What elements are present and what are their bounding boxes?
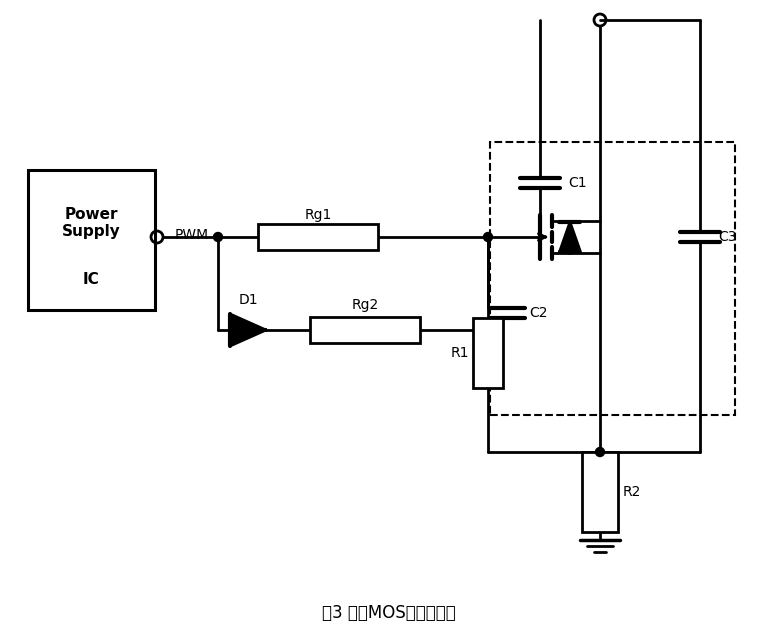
Bar [490, 142, 735, 415]
Text: D1: D1 [238, 293, 258, 307]
Text: PWM: PWM [175, 228, 209, 242]
Text: Power
Supply: Power Supply [62, 207, 121, 239]
Bar [28, 170, 155, 310]
Text: C1: C1 [568, 176, 587, 190]
Circle shape [213, 232, 223, 242]
Bar [582, 452, 618, 532]
Text: 图3 加速MOS管关断电路: 图3 加速MOS管关断电路 [322, 604, 456, 622]
Polygon shape [559, 222, 580, 252]
Text: Rg1: Rg1 [304, 208, 331, 222]
Bar [473, 318, 503, 388]
Text: C3: C3 [718, 230, 737, 244]
Bar [258, 224, 378, 250]
Circle shape [595, 447, 605, 456]
Circle shape [483, 232, 492, 242]
Text: R2: R2 [623, 485, 641, 499]
Text: Rg2: Rg2 [352, 298, 379, 312]
Text: C2: C2 [529, 306, 548, 320]
Text: R1: R1 [450, 346, 469, 360]
Text: IC: IC [83, 272, 100, 286]
Bar [310, 317, 420, 343]
Polygon shape [230, 314, 266, 346]
